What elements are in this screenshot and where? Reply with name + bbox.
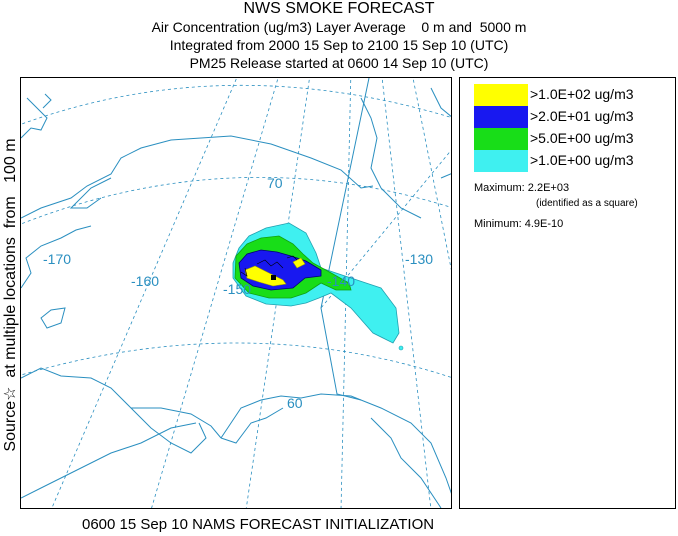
legend-swatch <box>474 150 528 172</box>
release-info: PM25 Release started at 0600 14 Sep 10 (… <box>189 55 489 71</box>
legend-item-green: >5.0E+00 ug/m3 <box>474 128 669 150</box>
maximum-square-marker <box>271 275 276 280</box>
lon-label-150: -150 <box>223 281 251 297</box>
minimum-value: Minimum: 4.9E-10 <box>474 218 564 230</box>
lat-label-70: 70 <box>267 175 283 191</box>
lon-label-140: -140 <box>327 273 355 289</box>
legend-label: >2.0E+01 ug/m3 <box>530 108 634 124</box>
legend-swatch <box>474 84 528 106</box>
lon-label-130: -130 <box>405 251 433 267</box>
legend-label: >1.0E+00 ug/m3 <box>530 152 634 168</box>
latitude-gridlines <box>21 84 451 378</box>
plume-yellow-contour <box>244 265 287 287</box>
coastline <box>21 87 451 508</box>
lat-label-60: 60 <box>287 395 303 411</box>
legend-label: >1.0E+02 ug/m3 <box>530 86 634 102</box>
grid-labels: -170 -160 -150 -140 -130 70 60 <box>43 175 433 411</box>
legend-swatch <box>474 106 528 128</box>
lon-label-160: -160 <box>131 273 159 289</box>
legend-panel: >1.0E+02 ug/m3 >2.0E+01 ug/m3 >5.0E+00 u… <box>459 77 676 509</box>
legend-item-cyan: >1.0E+00 ug/m3 <box>474 150 669 172</box>
legend-swatch <box>474 128 528 150</box>
legend-item-yellow: >1.0E+02 ug/m3 <box>474 84 669 106</box>
smoke-plume <box>232 222 404 351</box>
map-panel[interactable]: -170 -160 -150 -140 -130 70 60 <box>20 77 452 509</box>
plume-detail-marks <box>240 255 298 277</box>
integration-period: Integrated from 2000 15 Sep to 2100 15 S… <box>169 37 509 53</box>
border-line <box>320 78 370 401</box>
lon-label-170: -170 <box>43 251 71 267</box>
maximum-value: Maximum: 2.2E+03 <box>474 182 570 194</box>
concentration-subtitle: Air Concentration (ug/m3) Layer Average … <box>151 19 527 35</box>
alaska-map: -170 -160 -150 -140 -130 70 60 <box>21 78 451 508</box>
source-side-label: Source☆ at multiple locations from 100 m <box>2 138 19 452</box>
forecast-initialization: 0600 15 Sep 10 NAMS FORECAST INITIALIZAT… <box>82 516 435 533</box>
plume-cyan-dot <box>398 345 404 351</box>
plume-yellow-contour-2 <box>292 257 306 269</box>
page-title: NWS SMOKE FORECAST <box>243 0 435 17</box>
legend-item-blue: >2.0E+01 ug/m3 <box>474 106 669 128</box>
legend-label: >5.0E+00 ug/m3 <box>530 130 634 146</box>
maximum-note: (identified as a square) <box>536 198 638 209</box>
